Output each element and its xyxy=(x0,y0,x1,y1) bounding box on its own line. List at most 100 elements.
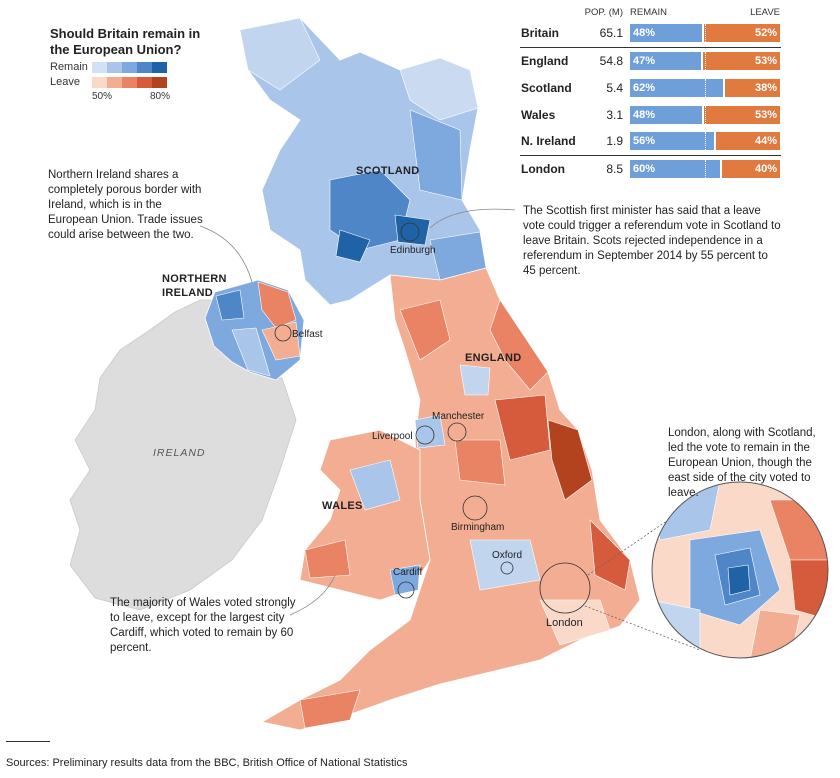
row-bar: 48% 52% xyxy=(630,24,780,43)
city-london: London xyxy=(546,617,583,629)
scotland-district xyxy=(409,109,463,201)
fifty-percent-marker xyxy=(705,24,706,43)
results-row: Wales 3.1 48% 53% xyxy=(520,101,781,128)
ni-district xyxy=(257,281,297,329)
legend-max-label: 80% xyxy=(150,91,171,102)
legend-leave-swatch xyxy=(107,77,122,88)
annotation-wales: The majority of Wales voted strongly to … xyxy=(110,597,296,654)
wales-annotation-connector xyxy=(289,574,336,616)
england-district xyxy=(589,519,631,591)
england-district xyxy=(299,689,361,729)
fifty-percent-marker xyxy=(705,132,706,151)
london-zoom-inset xyxy=(652,482,828,658)
row-pop: 65.1 xyxy=(599,26,623,41)
leave-bar: 52% xyxy=(704,24,780,43)
results-row: London 8.5 60% 40% xyxy=(520,155,781,182)
remain-bar: 60% xyxy=(630,159,720,178)
england-district xyxy=(547,419,593,501)
england-district xyxy=(539,599,611,646)
scotland-annotation-connector xyxy=(429,208,516,229)
legend-remain-swatch xyxy=(92,62,107,73)
england-district xyxy=(489,299,549,391)
footer-rule xyxy=(6,741,50,742)
city-edinburgh: Edinburgh xyxy=(390,245,436,256)
legend-leave-swatch xyxy=(122,77,137,88)
ni-annotation-connector xyxy=(199,225,253,283)
remain-bar: 47% xyxy=(630,51,701,70)
label-ireland: IRELAND xyxy=(153,447,206,459)
annotation-scotland: The Scottish first minister has said tha… xyxy=(523,205,781,277)
fifty-percent-marker xyxy=(705,159,706,178)
leave-bar: 40% xyxy=(722,159,780,178)
scotland-district xyxy=(399,57,479,121)
fifty-percent-marker xyxy=(705,105,706,124)
england-district xyxy=(459,364,491,396)
annotation-london: London, along with Scotland, led the vot… xyxy=(668,427,816,499)
leave-bar: 53% xyxy=(702,51,780,70)
scotland-district xyxy=(239,17,321,91)
row-pop: 8.5 xyxy=(606,161,623,176)
results-row: Scotland 5.4 62% 38% xyxy=(520,74,781,101)
zoom-connector xyxy=(587,504,691,576)
row-bar: 56% 44% xyxy=(630,132,780,151)
legend-remain-swatch xyxy=(137,62,152,73)
wales-district xyxy=(389,564,421,596)
label-ni-line1: NORTHERN xyxy=(162,273,227,285)
ni-district xyxy=(231,327,271,377)
legend-leave-swatch xyxy=(152,77,167,88)
england-district xyxy=(454,439,506,486)
london-circle xyxy=(539,562,591,614)
leave-bar: 53% xyxy=(704,105,780,124)
row-bar: 60% 40% xyxy=(630,159,780,178)
sources-note: Sources: Preliminary results data from t… xyxy=(6,757,408,769)
row-bar: 62% 38% xyxy=(630,78,780,97)
legend-remain-label: Remain xyxy=(50,61,88,73)
results-table-body: Britain 65.1 48% 52% England 54.8 47% 53% Scotla… xyxy=(520,20,781,182)
row-name: Wales xyxy=(521,107,556,122)
england-district xyxy=(469,539,541,591)
header-pop: POP. (M) xyxy=(584,6,623,18)
legend-remain-swatch xyxy=(152,62,167,73)
remain-bar: 48% xyxy=(630,105,702,124)
scotland-district xyxy=(394,214,431,246)
wales-district xyxy=(349,459,401,511)
legend-leave-swatch xyxy=(92,77,107,88)
remain-bar: 56% xyxy=(630,132,714,151)
row-name: N. Ireland xyxy=(521,134,576,149)
row-bar: 48% 53% xyxy=(630,105,780,124)
leave-bar: 44% xyxy=(716,132,780,151)
legend-remain-swatch xyxy=(122,62,137,73)
label-england: ENGLAND xyxy=(465,352,522,364)
label-northern-ireland: NORTHERN IRELAND xyxy=(162,272,227,300)
row-name: Britain xyxy=(521,26,560,41)
edinburgh-circle xyxy=(400,222,420,242)
city-manchester: Manchester xyxy=(432,411,485,422)
annotation-northern-ireland: Northern Ireland shares a completely por… xyxy=(48,169,203,241)
row-name: England xyxy=(521,53,569,68)
wales-district xyxy=(304,539,351,579)
city-cardiff: Cardiff xyxy=(393,567,423,578)
label-ni-line2: IRELAND xyxy=(162,287,213,299)
results-row: England 54.8 47% 53% xyxy=(520,47,781,74)
row-name: Scotland xyxy=(521,80,572,95)
cardiff-circle xyxy=(397,581,415,599)
legend-min-label: 50% xyxy=(92,91,113,102)
results-row: Britain 65.1 48% 52% xyxy=(520,20,781,47)
fifty-percent-marker xyxy=(705,51,706,70)
scotland-district xyxy=(335,229,371,263)
legend-leave-swatch xyxy=(137,77,152,88)
leave-bar: 38% xyxy=(725,78,780,97)
ni-district xyxy=(215,289,245,321)
label-scotland: SCOTLAND xyxy=(356,165,420,177)
birmingham-circle xyxy=(462,495,488,521)
legend-leave-label: Leave xyxy=(50,76,80,88)
map-title: Should Britain remain in the European Un… xyxy=(50,26,201,57)
results-table: POP. (M) REMAIN LEAVE Britain 65.1 48% 52% E… xyxy=(520,4,781,182)
remain-bar: 48% xyxy=(630,24,702,43)
remain-bar: 62% xyxy=(630,78,723,97)
legend-remain-swatch xyxy=(107,62,122,73)
city-liverpool: Liverpool xyxy=(372,431,413,442)
zoom-connector xyxy=(584,605,701,651)
city-belfast: Belfast xyxy=(292,329,323,340)
